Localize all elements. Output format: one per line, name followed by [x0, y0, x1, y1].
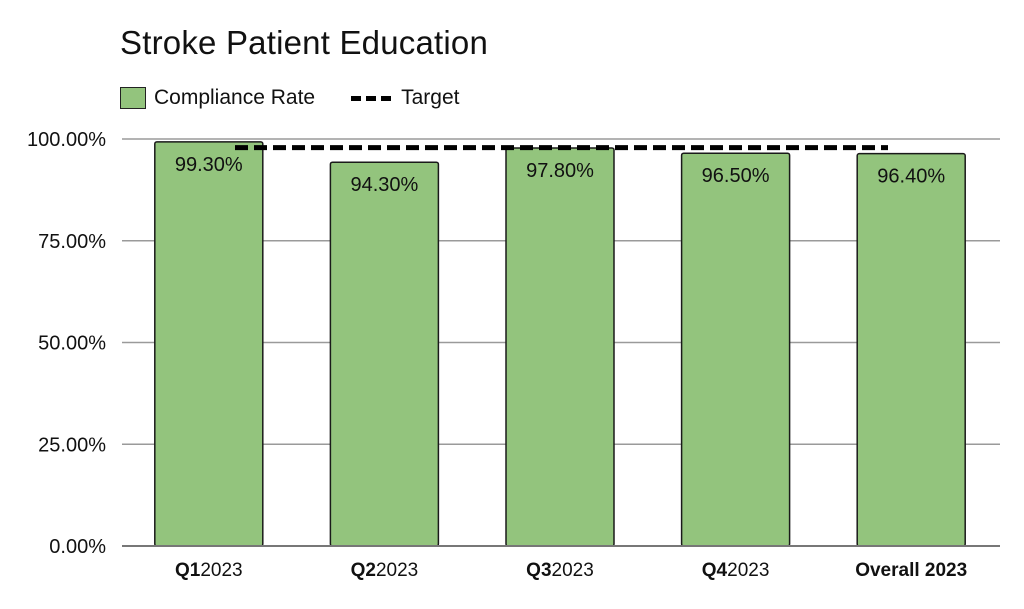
bar — [505, 147, 615, 547]
y-tick-label: 25.00% — [38, 434, 106, 456]
legend-swatch-target — [351, 95, 392, 101]
legend-label-target: Target — [401, 86, 460, 109]
bar — [329, 161, 440, 547]
data-label: 94.30% — [350, 174, 418, 196]
legend-swatch-compliance — [120, 87, 146, 109]
y-tick-label: 0.00% — [49, 536, 106, 558]
x-tick-label: Q32023 — [526, 560, 594, 581]
bar — [680, 152, 791, 547]
y-tick-label: 100.00% — [27, 129, 106, 151]
data-label: 96.50% — [702, 165, 770, 187]
x-tick-label: Q42023 — [702, 560, 770, 581]
data-label: 99.30% — [175, 154, 243, 176]
x-tick-label: Overall 2023 — [855, 560, 967, 581]
legend-label-compliance: Compliance Rate — [154, 86, 316, 109]
x-tick-label: Q22023 — [351, 560, 419, 581]
data-label: 96.40% — [877, 166, 945, 188]
bar — [154, 141, 264, 547]
chart-legend: Compliance Rate Target — [120, 84, 459, 112]
y-tick-label: 50.00% — [38, 333, 106, 355]
y-tick-label: 75.00% — [38, 231, 106, 253]
chart-title: Stroke Patient Education — [120, 24, 489, 61]
x-tick-label: Q12023 — [175, 560, 243, 581]
bar — [856, 152, 966, 547]
data-label: 97.80% — [526, 160, 594, 182]
